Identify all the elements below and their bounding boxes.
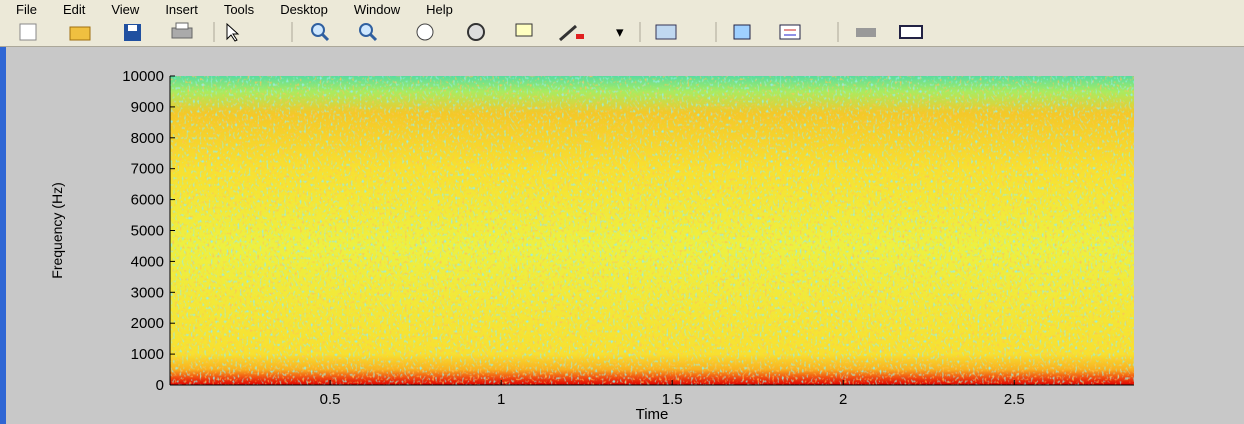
- menu-item[interactable]: Window: [353, 1, 401, 17]
- data-cursor-button[interactable]: [515, 23, 533, 37]
- toolbar: ▾: [0, 18, 1244, 47]
- print-button[interactable]: [171, 22, 193, 39]
- spectrogram-texture: [170, 76, 1134, 385]
- pan-button[interactable]: [416, 23, 434, 41]
- y-tick-label: 5000: [131, 223, 164, 240]
- y-tick-label: 6000: [131, 192, 164, 209]
- zoom-out-button[interactable]: [359, 23, 378, 42]
- legend-button[interactable]: [779, 24, 801, 40]
- x-tick-label: 0.5: [320, 391, 341, 408]
- save-button[interactable]: [124, 24, 141, 41]
- dropdown-arrow[interactable]: ▾: [616, 24, 624, 41]
- menu-item[interactable]: Desktop: [280, 1, 328, 17]
- x-axis-label: Time: [636, 406, 669, 423]
- y-tick-label: 2000: [131, 315, 164, 332]
- y-tick-label: 0: [156, 377, 164, 394]
- select-button[interactable]: [226, 22, 240, 42]
- y-tick-label: 8000: [131, 130, 164, 147]
- menu-item[interactable]: File: [16, 1, 37, 17]
- menu-item[interactable]: Insert: [165, 1, 198, 17]
- open-button[interactable]: [69, 26, 91, 41]
- link-button[interactable]: [655, 24, 677, 40]
- show-tools-button[interactable]: [899, 25, 923, 39]
- brush-button[interactable]: [559, 24, 584, 42]
- zoom-in-button[interactable]: [311, 23, 330, 42]
- y-axis-label: Frequency (Hz): [49, 182, 65, 278]
- menu-item[interactable]: Edit: [62, 1, 86, 17]
- y-tick-label: 9000: [131, 99, 164, 116]
- menu-item[interactable]: View: [111, 1, 140, 17]
- rotate-button[interactable]: [467, 23, 485, 41]
- colorbar-button[interactable]: [733, 24, 751, 40]
- y-tick-label: 3000: [131, 284, 164, 301]
- hide-tools-button[interactable]: [856, 28, 876, 37]
- y-tick-label: 7000: [131, 161, 164, 178]
- y-tick-label: 1000: [131, 346, 164, 363]
- menu-item[interactable]: Tools: [223, 1, 255, 17]
- menu-bar: File Edit View Insert Tools Desktop Window Help: [0, 0, 1244, 18]
- axes: 0 1000 2000 3000 4000 5000 6000 7000 8000 9000 100…: [49, 68, 1134, 423]
- x-tick-label: 2.5: [1004, 391, 1025, 408]
- y-tick-label: 10000: [122, 68, 164, 85]
- window-border: [0, 47, 6, 424]
- menu-item[interactable]: Help: [426, 1, 453, 17]
- x-tick-label: 2: [839, 391, 847, 408]
- y-tick-label: 4000: [131, 253, 164, 270]
- new-file-button[interactable]: [19, 23, 37, 41]
- x-tick-label: 1.5: [662, 391, 683, 408]
- x-tick-label: 1: [497, 391, 505, 408]
- figure: 0 1000 2000 3000 4000 5000 6000 7000 8000 9000 100…: [49, 68, 1134, 423]
